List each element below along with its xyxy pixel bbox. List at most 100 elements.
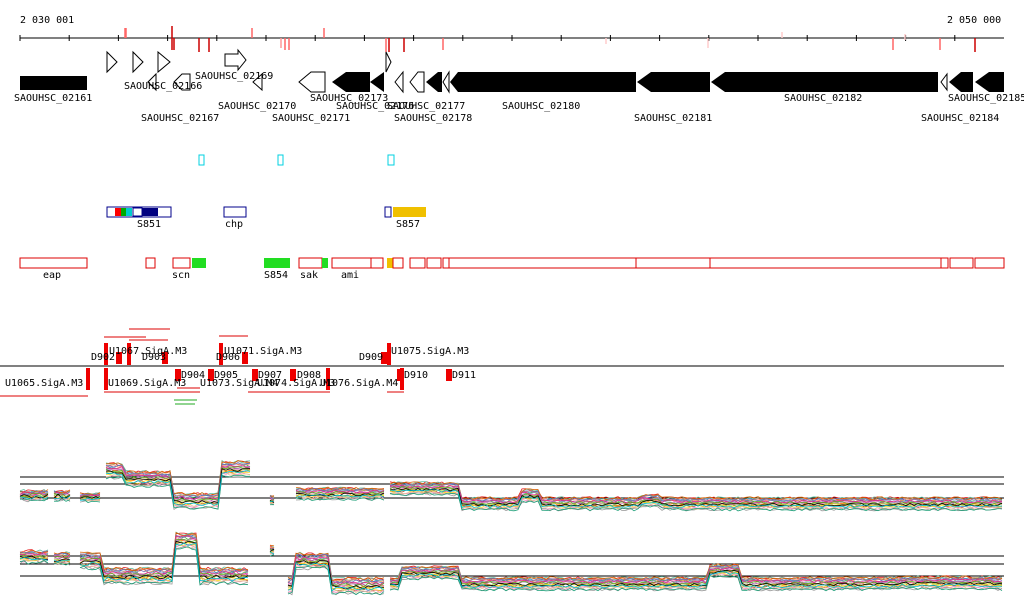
gene-arrow[interactable] — [20, 76, 87, 90]
annotation-box[interactable] — [392, 257, 404, 269]
promoter-mark[interactable] — [219, 343, 223, 365]
annotation-box[interactable] — [940, 257, 949, 269]
promoter-label[interactable]: D909 — [359, 352, 383, 363]
terminator-mark[interactable] — [446, 369, 452, 381]
gene-arrow[interactable] — [173, 73, 191, 91]
promoter-mark[interactable] — [104, 368, 108, 390]
gene-arrow[interactable] — [385, 51, 392, 73]
promoter-mark[interactable] — [326, 368, 330, 390]
gene-arrow[interactable] — [132, 50, 144, 74]
regulator-region[interactable] — [384, 206, 392, 218]
gene-arrow[interactable] — [224, 48, 247, 72]
annotation-box[interactable] — [949, 257, 974, 269]
gene-arrow[interactable] — [106, 50, 118, 74]
annotation-box[interactable] — [409, 257, 426, 269]
annotation-box[interactable] — [448, 257, 942, 269]
annotation-box[interactable] — [974, 257, 1005, 269]
gene-arrow[interactable] — [949, 72, 973, 92]
gene-arrow[interactable] — [370, 72, 384, 92]
tss-mark[interactable] — [387, 154, 395, 166]
regulator-region[interactable] — [223, 206, 247, 218]
expression-panel-top — [19, 459, 1004, 512]
promoter-label[interactable]: U1067.SigA.M3 — [109, 346, 187, 357]
promoter-mark[interactable] — [104, 343, 108, 365]
gene-label[interactable]: SAOUHSC_02184 — [921, 113, 999, 124]
terminator-mark[interactable] — [381, 352, 387, 364]
tss-mark[interactable] — [277, 154, 284, 166]
promoter-label[interactable]: D906 — [216, 352, 240, 363]
gene-arrow[interactable] — [975, 72, 1004, 92]
expression-line — [53, 495, 71, 500]
expression-line — [389, 484, 1003, 504]
gene-label[interactable]: SAOUHSC_02176 — [336, 101, 414, 112]
gene-arrow[interactable] — [940, 72, 948, 92]
promoter-label[interactable]: U1073.SigA.M4 — [200, 378, 278, 389]
annotation-box[interactable] — [331, 257, 372, 269]
gene-arrow[interactable] — [332, 72, 370, 92]
gene-label[interactable]: SAOUHSC_02166 — [124, 81, 202, 92]
promoter-label[interactable]: D904 — [181, 370, 205, 381]
promoter-mark[interactable] — [387, 343, 391, 365]
gene-label[interactable]: SAOUHSC_02185 — [948, 93, 1024, 104]
gene-label[interactable]: SAOUHSC_02182 — [784, 93, 862, 104]
regulator-region[interactable] — [393, 207, 426, 217]
annotation-box[interactable] — [426, 257, 442, 269]
promoter-mark[interactable] — [400, 368, 404, 390]
gene-arrow[interactable] — [442, 70, 450, 94]
annotation-box[interactable] — [264, 258, 290, 268]
gene-label[interactable]: SAOUHSC_02167 — [141, 113, 219, 124]
gene-arrow[interactable] — [426, 72, 442, 92]
annotation-box[interactable] — [145, 257, 156, 269]
annotation-box[interactable] — [192, 258, 206, 268]
terminator-mark[interactable] — [175, 369, 181, 381]
promoter-label[interactable]: U1065.SigA.M3 — [5, 378, 83, 389]
gene-label[interactable]: SAOUHSC_02169 — [195, 71, 273, 82]
gene-arrow[interactable] — [637, 72, 710, 92]
promoter-mark[interactable] — [86, 368, 90, 390]
annotation-box[interactable] — [322, 258, 328, 268]
gene-arrow[interactable] — [711, 72, 938, 92]
gene-label[interactable]: SAOUHSC_02170 — [218, 101, 296, 112]
expression-line — [19, 492, 49, 498]
gene-arrow[interactable] — [394, 70, 404, 94]
promoter-label[interactable]: U1075.SigA.M3 — [391, 346, 469, 357]
terminator-mark[interactable] — [162, 352, 168, 364]
gene-arrow[interactable] — [157, 50, 171, 74]
promoter-mark[interactable] — [127, 343, 131, 365]
gene-label[interactable]: SAOUHSC_02178 — [394, 113, 472, 124]
gene-arrow[interactable] — [298, 71, 326, 93]
promoter-label[interactable]: D907 — [258, 370, 282, 381]
promoter-label[interactable]: U1074.SigA.M3 — [257, 378, 335, 389]
promoter-label[interactable]: D905 — [214, 370, 238, 381]
promoter-label[interactable]: D911 — [452, 370, 476, 381]
annotation-box[interactable] — [298, 257, 323, 269]
terminator-mark[interactable] — [252, 369, 258, 381]
terminator-mark[interactable] — [208, 369, 214, 381]
promoter-label[interactable]: U1069.SigA.M3 — [108, 378, 186, 389]
promoter-label[interactable]: U1076.SigA.M4 — [320, 378, 398, 389]
gene-label[interactable]: SAOUHSC_02181 — [634, 113, 712, 124]
promoter-label[interactable]: D903 — [142, 352, 166, 363]
annotation-box[interactable] — [442, 257, 450, 269]
tss-mark[interactable] — [198, 154, 205, 166]
annotation-box[interactable] — [172, 257, 191, 269]
gene-label[interactable]: SAOUHSC_02171 — [272, 113, 350, 124]
promoter-label[interactable]: D902 — [91, 352, 115, 363]
gene-label[interactable]: SAOUHSC_02177 — [387, 101, 465, 112]
annotation-box[interactable] — [370, 257, 384, 269]
gene-label[interactable]: SAOUHSC_02180 — [502, 101, 580, 112]
terminator-mark[interactable] — [242, 352, 248, 364]
terminator-mark[interactable] — [116, 352, 122, 364]
gene-label[interactable]: SAOUHSC_02173 — [310, 93, 388, 104]
gene-arrow[interactable] — [252, 72, 263, 92]
gene-arrow[interactable] — [409, 71, 425, 93]
promoter-label[interactable]: D908 — [297, 370, 321, 381]
annotation-box[interactable] — [387, 258, 393, 268]
gene-arrow[interactable] — [147, 72, 157, 92]
gene-label[interactable]: SAOUHSC_02161 — [14, 93, 92, 104]
promoter-label[interactable]: U1071.SigA.M3 — [224, 346, 302, 357]
terminator-mark[interactable] — [290, 369, 296, 381]
promoter-label[interactable]: D910 — [404, 370, 428, 381]
gene-arrow[interactable] — [450, 72, 636, 92]
annotation-box[interactable] — [19, 257, 88, 269]
